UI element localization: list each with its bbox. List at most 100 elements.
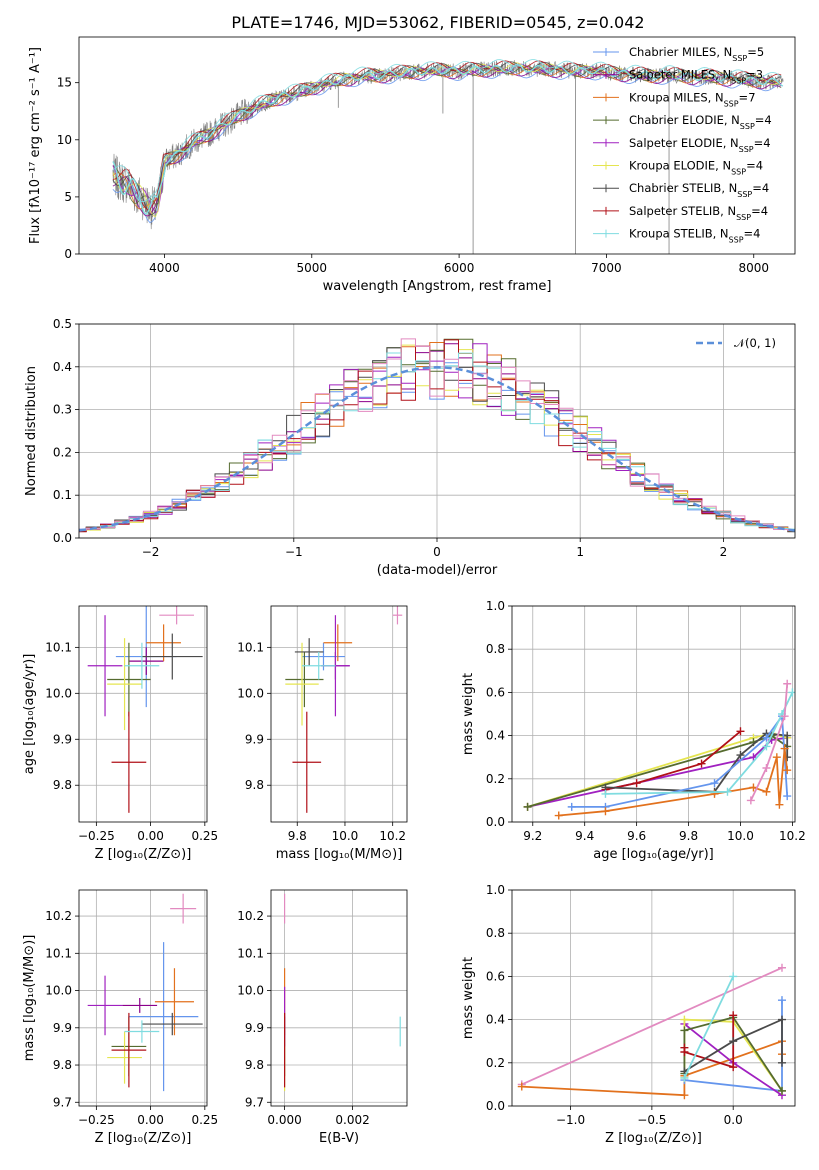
y-tick-label: 0.0 [486, 815, 505, 829]
plot-area [512, 890, 795, 1106]
mass-weight-point [710, 779, 719, 788]
mass-weight-point [783, 679, 792, 688]
axes-frame [511, 605, 796, 823]
y-tick-label: 9.8 [53, 1058, 72, 1072]
legend-name: Kroupa MILES [629, 90, 708, 104]
x-tick-label: −1 [285, 545, 303, 559]
chart-age_vs_mass: 9.8 10.0 10.2 9.8 9.9 10.0 10.1 mass [log₁₀(M/M… [237, 605, 408, 862]
mass-weight-point [772, 753, 781, 762]
model-line-top [112, 63, 784, 215]
mass-weight-point [783, 792, 792, 801]
x-axis-label: Z [log₁₀(Z/Z⊙)] [95, 847, 192, 862]
y-tick-label: 10.0 [237, 984, 264, 998]
chart-mass_weight_vs_Z: −1.0 −0.5 0.0 0.0 0.2 0.4 0.6 0.8 1.0 Z [log₁₀(Z/… [461, 883, 796, 1146]
legend-nssp-sub: SSP [736, 212, 751, 221]
x-tick-label: −2 [142, 545, 160, 559]
x-tick-label: 9.8 [288, 829, 307, 843]
mass-weight-point [736, 751, 745, 760]
legend-label: Chabrier STELIB, NSSP=4 [629, 181, 769, 199]
mass-weight-line [683, 976, 735, 1079]
axes-frame [270, 889, 408, 1107]
mass-weight-point [762, 742, 771, 751]
x-tick-label: 0 [433, 545, 441, 559]
plot-area [79, 890, 207, 1106]
legend-nssp-eq: = [746, 159, 756, 173]
ticks: 9.2 9.4 9.6 9.8 10.0 10.2 0.0 0.2 0.4 0.6 0.8 1.0 [486, 599, 806, 843]
mass-weight-point [777, 1058, 786, 1067]
x-tick-label: 9.6 [627, 829, 646, 843]
mass-weight-point [762, 787, 771, 796]
mass-weight-line [527, 734, 788, 808]
y-tick-label: 0.4 [486, 1013, 505, 1027]
mass-weight-point [723, 787, 732, 796]
mass-weight-point [632, 779, 641, 788]
x-tick-label: 1 [576, 545, 584, 559]
axes-frame [270, 605, 408, 823]
chart-spectrum: 4000 5000 6000 7000 8000 0 5 10 15 wavelength [An… [28, 36, 796, 294]
y-tick-label: 9.8 [245, 778, 264, 792]
model-line-chabrier-miles [112, 69, 782, 224]
mass-weight-point [746, 796, 755, 805]
x-tick-label: 10.0 [727, 829, 754, 843]
y-tick-label: 0.8 [486, 926, 505, 940]
mass-weight-point [736, 727, 745, 736]
x-axis-label: E(B-V) [319, 1131, 359, 1146]
legend-nssp-value: 4 [756, 159, 763, 173]
mass-weight-line [521, 966, 783, 1086]
legend-name: Salpeter ELODIE [629, 136, 723, 150]
y-axis-label: Normed distribution [24, 366, 39, 496]
y-tick-label: 10.1 [45, 946, 72, 960]
model-line-salpeter-stelib [112, 60, 782, 210]
gridlines [79, 890, 207, 1106]
y-tick-label: 10.2 [237, 909, 264, 923]
plot-content [285, 606, 403, 813]
ticks: −1.0 −0.5 0.0 0.0 0.2 0.4 0.6 0.8 1.0 [486, 883, 743, 1127]
y-tick-label: 0.2 [53, 445, 72, 459]
legend-label: Chabrier ELODIE, NSSP=4 [629, 113, 772, 131]
mass-weight-point [762, 764, 771, 772]
x-tick-label: 5000 [297, 261, 328, 275]
x-axis-label: Z [log₁₀(Z/Z⊙)] [605, 1131, 702, 1146]
y-tick-label: 10.1 [45, 640, 72, 654]
y-axis-label: Flux [fλ10⁻¹⁷ erg cm⁻² s⁻¹ A⁻¹] [28, 47, 43, 244]
legend-name: Salpeter STELIB [629, 204, 720, 218]
legend-nssp-sub: SSP [731, 167, 746, 176]
mass-weight-line [683, 1018, 783, 1073]
mass-weight-point [680, 1015, 689, 1024]
legend-nssp-sub: SSP [739, 144, 754, 153]
gridlines [79, 606, 207, 822]
ticks: 0.000 0.002 9.7 9.8 9.9 10.0 10.1 10.2 [237, 909, 369, 1127]
mass-weight-line [605, 730, 742, 791]
mass-weight-point [680, 1026, 689, 1035]
x-tick-label: 10.0 [332, 829, 359, 843]
legend-nssp-prefix: , N [715, 159, 731, 173]
ticks: 4000 5000 6000 7000 8000 0 5 10 15 [57, 76, 769, 275]
x-tick-label: 10.2 [779, 829, 806, 843]
legend-nssp-sub: SSP [724, 99, 739, 108]
legend-nssp-prefix: , N [723, 136, 739, 150]
y-tick-label: 0.3 [53, 403, 72, 417]
x-tick-label: 4000 [149, 261, 180, 275]
y-tick-label: 9.9 [245, 1021, 264, 1035]
legend-nssp-prefix: , N [716, 45, 732, 59]
mass-weight-point [729, 1063, 738, 1072]
figure-title: PLATE=1746, MJD=53062, FIBERID=0545, z=0… [231, 13, 644, 32]
legend-nssp-value: 4 [761, 204, 768, 218]
y-axis-label: mass weight [461, 673, 476, 755]
y-tick-label: 1.0 [486, 599, 505, 613]
axes-frame [511, 889, 796, 1107]
x-axis-label: wavelength [Angstrom, rest frame] [323, 279, 552, 294]
mass-weight-line [571, 713, 789, 808]
model-line-kroupa-stelib [112, 59, 782, 202]
y-tick-label: 0.4 [53, 360, 72, 374]
y-tick-label: 0.6 [486, 685, 505, 699]
plot-area [79, 606, 207, 822]
y-tick-label: 9.7 [53, 1095, 72, 1109]
mass-weight-point [517, 1082, 526, 1091]
plot-content [87, 606, 203, 813]
x-tick-label: 0.25 [191, 1113, 218, 1127]
legend-name: Chabrier MILES [629, 45, 716, 59]
x-tick-label: −0.25 [78, 829, 115, 843]
